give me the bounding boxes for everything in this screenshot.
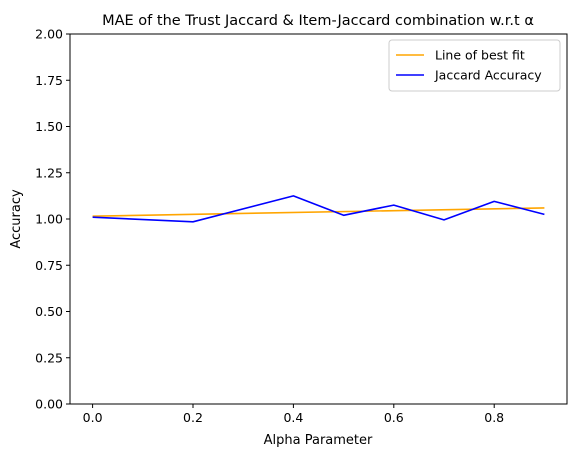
axes-frame (69, 33, 568, 405)
y-tick-label: 1.25 (35, 165, 63, 180)
y-tick-label: 0.75 (35, 258, 63, 273)
y-tick-label: 2.00 (35, 27, 63, 42)
x-tick-label: 0.2 (183, 410, 203, 425)
y-axis: 0.00 0.25 0.50 0.75 1.00 1.25 1.50 1.75 2.00 (35, 27, 70, 412)
x-tick-label: 0.0 (83, 410, 103, 425)
y-tick-label: 0.25 (35, 350, 63, 365)
chart-title: MAE of the Trust Jaccard & Item-Jaccard … (102, 13, 534, 29)
y-tick-label: 1.00 (35, 212, 63, 227)
legend-box (388, 39, 561, 92)
series-line-best-fit (92, 207, 545, 217)
x-tick-label: 0.4 (283, 410, 303, 425)
x-tick-label: 0.8 (484, 410, 504, 425)
plot-area (92, 195, 545, 223)
x-axis-label: Alpha Parameter (264, 433, 373, 448)
x-axis: 0.0 0.2 0.4 0.6 0.8 (83, 404, 504, 425)
legend: Line of best fit Jaccard Accuracy (388, 39, 561, 92)
y-tick-label: 1.50 (35, 119, 63, 134)
y-tick-label: 1.75 (35, 73, 63, 88)
y-tick-label: 0.00 (35, 397, 63, 412)
legend-label: Line of best fit (435, 48, 525, 63)
x-tick-label: 0.6 (384, 410, 404, 425)
legend-label: Jaccard Accuracy (434, 68, 542, 83)
y-axis-label: Accuracy (9, 189, 24, 249)
y-tick-label: 0.50 (35, 304, 63, 319)
series-line-jaccard-accuracy (92, 195, 545, 223)
